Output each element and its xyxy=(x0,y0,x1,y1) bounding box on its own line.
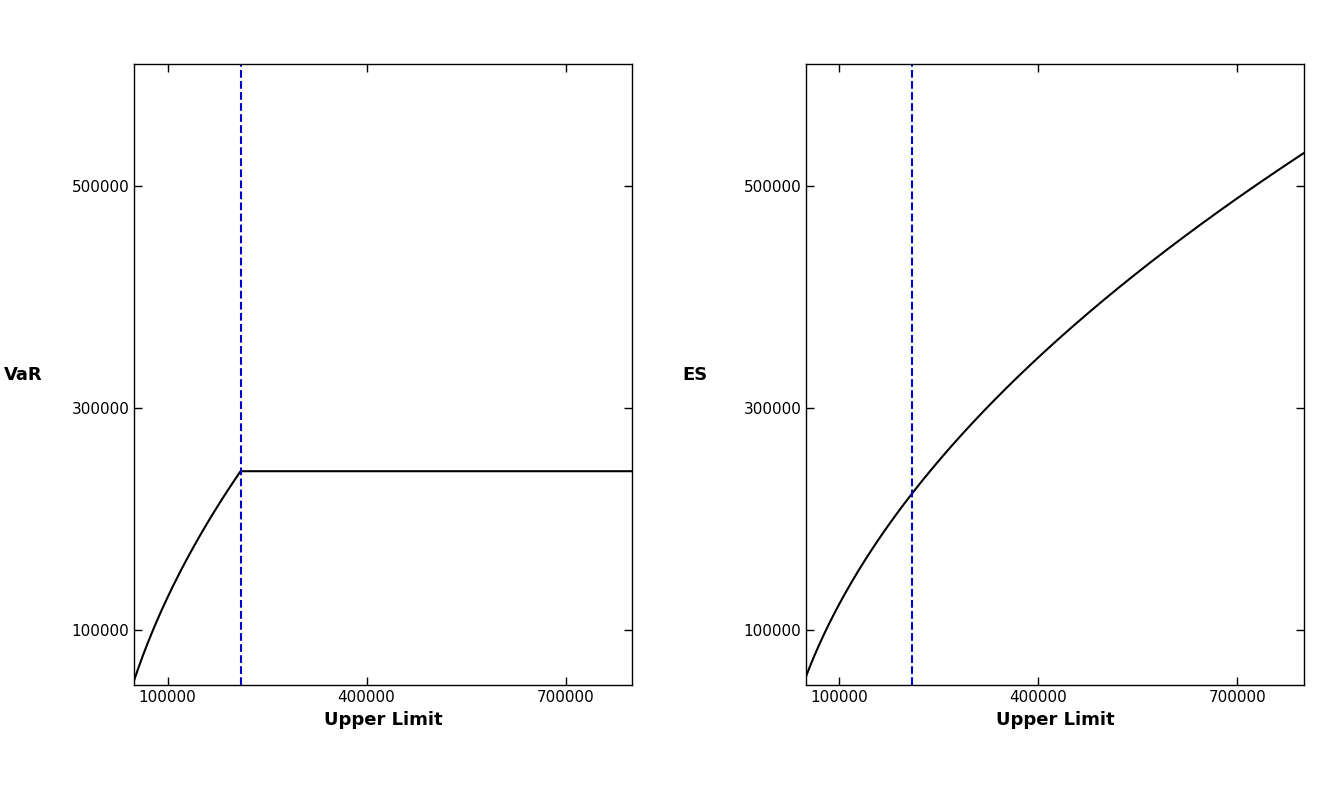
Y-axis label: ES: ES xyxy=(683,366,707,384)
X-axis label: Upper Limit: Upper Limit xyxy=(324,711,442,729)
X-axis label: Upper Limit: Upper Limit xyxy=(996,711,1114,729)
Y-axis label: VaR: VaR xyxy=(4,366,43,384)
